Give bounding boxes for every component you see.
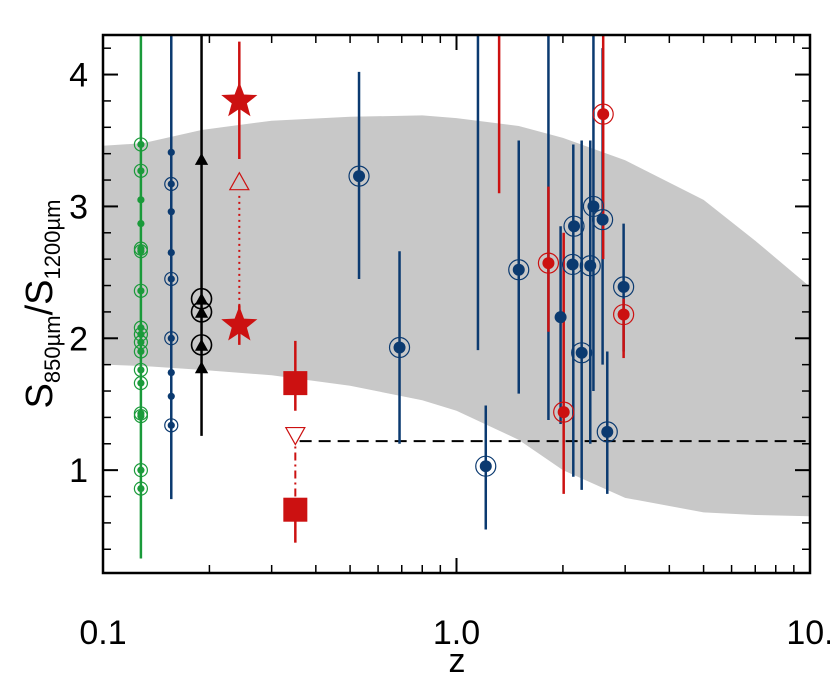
point — [566, 258, 579, 271]
point — [353, 170, 366, 183]
point — [167, 148, 175, 156]
point — [167, 275, 175, 283]
point — [194, 361, 209, 374]
ring — [164, 418, 179, 433]
point — [284, 426, 306, 446]
plot-area — [103, 35, 810, 559]
point — [584, 259, 597, 272]
y-tick-label: 3 — [69, 188, 88, 226]
y-label-sub: 1200µm — [40, 200, 65, 280]
point — [167, 334, 175, 342]
point — [554, 311, 567, 324]
point — [137, 140, 145, 149]
ring — [133, 163, 148, 178]
point — [557, 406, 570, 419]
point — [228, 171, 250, 191]
point — [137, 167, 145, 175]
ring — [190, 334, 213, 356]
y-tick-label: 4 — [69, 57, 88, 95]
point — [137, 379, 145, 387]
model-band — [103, 115, 810, 517]
ring — [592, 103, 614, 125]
ring — [164, 176, 179, 192]
ring — [613, 303, 635, 326]
y-axis-label: S850µm/S1200µm — [19, 200, 65, 409]
ring — [579, 255, 601, 277]
point — [137, 287, 145, 295]
x-tick-label: 10. — [786, 614, 830, 652]
point — [221, 306, 258, 341]
point — [283, 371, 308, 396]
x-axis-label: z — [449, 642, 466, 680]
point — [393, 341, 406, 354]
ring — [133, 408, 148, 424]
ring — [133, 481, 148, 496]
point — [194, 338, 209, 351]
point — [587, 200, 600, 213]
y-tick-label: 2 — [69, 320, 88, 358]
y-tick-label: 1 — [69, 452, 88, 490]
x-tick-label: 0.1 — [79, 614, 126, 652]
point — [568, 220, 581, 233]
point — [137, 196, 145, 204]
point — [137, 219, 145, 228]
ring — [133, 244, 148, 259]
ring — [592, 209, 614, 231]
point — [479, 460, 492, 473]
point — [137, 485, 145, 493]
ring — [571, 342, 593, 364]
y-label-sub: 850µm — [40, 315, 65, 383]
point — [167, 368, 175, 377]
ring — [164, 331, 179, 346]
y-label-part: /S — [19, 279, 61, 315]
ring — [508, 259, 530, 281]
ring — [613, 276, 635, 298]
point — [137, 366, 145, 374]
ring — [388, 336, 411, 359]
point — [617, 308, 630, 321]
point — [601, 425, 614, 438]
ring — [561, 253, 584, 276]
point — [194, 152, 209, 165]
point — [542, 257, 555, 270]
ring — [190, 301, 213, 323]
point — [167, 392, 175, 400]
ring — [475, 455, 497, 477]
point — [596, 213, 609, 226]
axes: 0.1 1.0 10. 1 2 3 4 — [69, 33, 830, 652]
ring — [596, 421, 618, 443]
ring — [348, 165, 370, 187]
point — [137, 347, 145, 356]
point — [167, 180, 175, 188]
ring — [563, 215, 585, 237]
ring — [133, 137, 148, 152]
point — [137, 338, 145, 346]
point — [221, 81, 258, 117]
x-tick-label: 1.0 — [433, 614, 480, 652]
point — [137, 247, 145, 255]
ring — [537, 252, 560, 274]
point — [597, 108, 610, 121]
y-label-part: S — [19, 383, 61, 408]
point — [167, 248, 175, 257]
point — [137, 412, 145, 420]
point — [167, 421, 175, 429]
point — [137, 466, 145, 474]
ring — [164, 271, 179, 287]
ring — [133, 344, 148, 359]
point — [575, 346, 588, 359]
point — [194, 305, 209, 318]
ring — [133, 376, 148, 391]
ring — [553, 401, 575, 423]
point — [283, 497, 308, 522]
point — [512, 263, 525, 276]
point — [617, 280, 630, 293]
ring — [133, 463, 148, 478]
point — [167, 208, 175, 216]
ring — [133, 283, 148, 298]
